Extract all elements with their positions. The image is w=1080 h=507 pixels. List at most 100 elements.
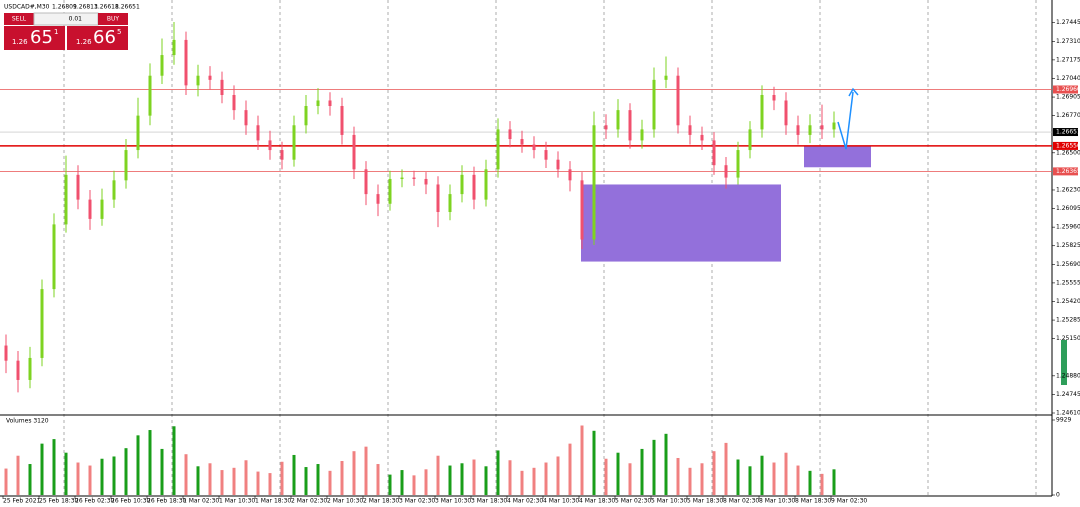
- y-tick-label: 1.24610: [1056, 410, 1080, 417]
- volume-bar: [676, 457, 680, 495]
- x-tick-label: 8 Mar 10:30: [759, 498, 795, 505]
- volume-bar: [328, 470, 332, 495]
- volume-bar: [244, 460, 248, 495]
- candle-body: [496, 129, 500, 170]
- current-price-label: 1.26651: [1056, 129, 1080, 136]
- volume-bar: [184, 454, 188, 495]
- volume-bar: [316, 464, 320, 495]
- volume-bar: [604, 458, 608, 495]
- candle-body: [28, 357, 32, 380]
- candle-body: [376, 194, 380, 204]
- volume-bar: [592, 430, 596, 495]
- volume-bar: [292, 454, 296, 495]
- x-tick-label: 2 Mar 02:30: [291, 498, 327, 505]
- volume-bar: [772, 462, 776, 495]
- volume-bar: [112, 456, 116, 495]
- candle-body: [172, 39, 176, 56]
- candle-body: [220, 79, 224, 95]
- candle-body: [88, 199, 92, 219]
- candle-body: [760, 94, 764, 130]
- candle-body: [448, 194, 452, 213]
- header-low: 1.26618: [94, 4, 119, 11]
- x-tick-label: 9 Mar 02:30: [831, 498, 867, 505]
- y-tick-label: 1.25285: [1056, 317, 1080, 324]
- candle-body: [616, 110, 620, 130]
- candle-body: [580, 180, 584, 240]
- volume-bar: [736, 459, 740, 495]
- volume-bar: [256, 471, 260, 495]
- candle-body: [772, 94, 776, 101]
- volume-bar: [484, 466, 488, 495]
- candle-body: [64, 174, 68, 225]
- volume-bar: [544, 462, 548, 495]
- volume-bar: [628, 463, 632, 495]
- candle-body: [112, 180, 116, 200]
- buy-price-box[interactable]: [67, 26, 128, 50]
- y-tick-label: 1.26905: [1056, 94, 1080, 101]
- candle-body: [688, 125, 692, 135]
- x-tick-label: 3 Mar 18:30: [471, 498, 507, 505]
- candle-body: [484, 169, 488, 200]
- candle-body: [520, 139, 524, 145]
- volume-bar: [340, 461, 344, 495]
- header-open: 1.26809: [52, 4, 77, 11]
- volume-bar: [412, 475, 416, 495]
- volume-bar: [196, 466, 200, 495]
- volume-bar: [832, 469, 836, 495]
- candle-body: [556, 159, 560, 170]
- volume-bar: [52, 439, 56, 495]
- x-tick-label: 1 Mar 10:30: [219, 498, 255, 505]
- buy-button[interactable]: [98, 13, 128, 25]
- x-tick-label: 2 Mar 18:30: [363, 498, 399, 505]
- y-tick-label: 1.25690: [1056, 261, 1080, 268]
- candle-body: [832, 122, 836, 130]
- volume-bar: [796, 465, 800, 495]
- candle-body: [160, 55, 164, 76]
- level-price-label: 1.26365: [1056, 168, 1080, 175]
- x-tick-label: 1 Mar 18:30: [255, 498, 291, 505]
- volume-bar: [808, 470, 812, 495]
- candle-body: [340, 106, 344, 135]
- lot-box[interactable]: [33, 12, 99, 26]
- x-tick-label: 4 Mar 18:30: [579, 498, 615, 505]
- volume-bar: [388, 474, 392, 495]
- volume-bar: [208, 463, 212, 495]
- candle-body: [472, 174, 476, 200]
- sell-price-point: 1: [54, 28, 58, 36]
- x-tick-label: 5 Mar 02:30: [615, 498, 651, 505]
- y-tick-label: 1.24745: [1056, 391, 1080, 398]
- candle-body: [460, 174, 464, 195]
- volume-bar: [232, 467, 236, 495]
- volume-tick-label: 9929: [1056, 417, 1071, 424]
- volume-bar: [568, 443, 572, 495]
- sell-button[interactable]: [4, 13, 34, 25]
- volume-bar: [124, 448, 128, 495]
- scrollbar[interactable]: [1061, 340, 1067, 385]
- candle-body: [400, 177, 404, 179]
- x-tick-label: 25 Feb 18:30: [39, 498, 79, 505]
- volume-bar: [136, 435, 140, 495]
- x-tick-label: 4 Mar 10:30: [543, 498, 579, 505]
- sell-price-box[interactable]: [4, 26, 65, 50]
- volume-bar: [652, 439, 656, 495]
- candle-body: [184, 39, 188, 86]
- volume-bar: [220, 470, 224, 495]
- candle-body: [304, 106, 308, 126]
- volume-bar: [664, 433, 668, 495]
- volume-bar: [472, 459, 476, 495]
- volume-bar: [688, 467, 692, 495]
- volume-bar: [724, 442, 728, 495]
- sell-label: SELL: [12, 16, 27, 23]
- candle-body: [736, 150, 740, 178]
- y-tick-label: 1.27040: [1056, 75, 1080, 82]
- candle-body: [232, 94, 236, 111]
- candle-body: [592, 125, 596, 240]
- volume-bar: [352, 451, 356, 495]
- y-tick-label: 1.26230: [1056, 186, 1080, 193]
- y-tick-label: 1.25960: [1056, 224, 1080, 231]
- volume-bar: [760, 455, 764, 495]
- level-price-tag: [1053, 141, 1078, 150]
- y-tick-label: 1.26500: [1056, 149, 1080, 156]
